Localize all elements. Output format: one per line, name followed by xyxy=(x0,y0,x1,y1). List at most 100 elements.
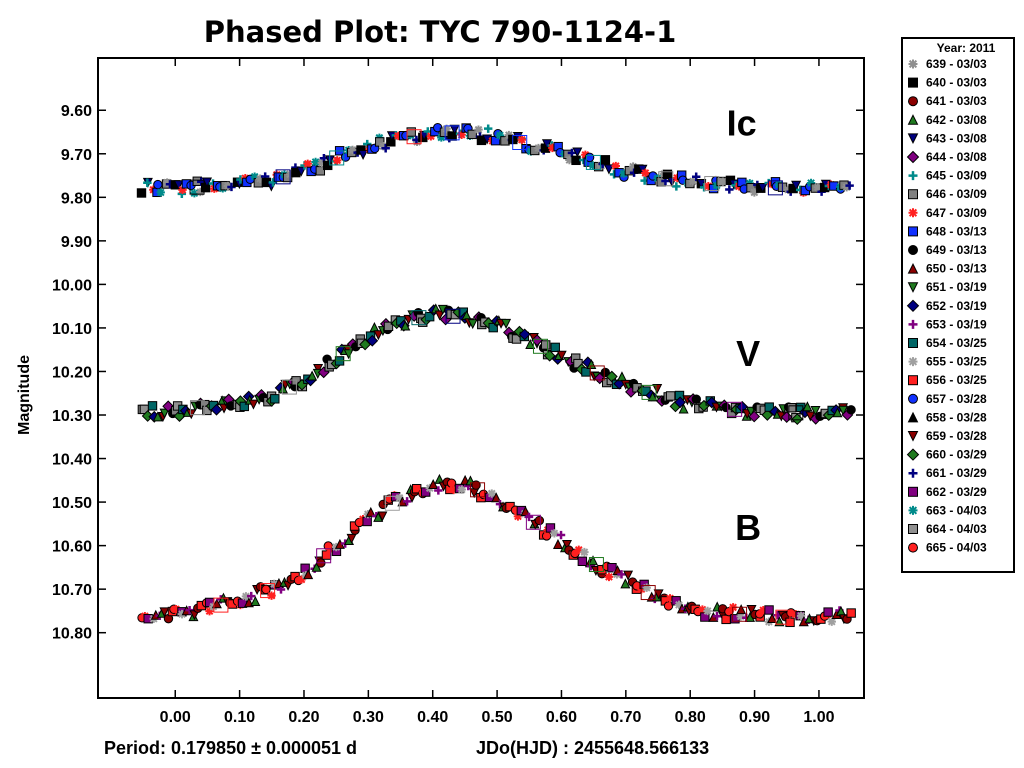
legend-marker xyxy=(908,542,918,553)
data-point xyxy=(691,172,701,181)
x-tick-label: 0.40 xyxy=(417,709,448,726)
data-point xyxy=(325,545,335,554)
legend-label: 650 - 03/13 xyxy=(926,262,987,276)
legend-label: 661 - 03/29 xyxy=(926,466,987,480)
data-point xyxy=(704,176,720,192)
legend-label: 648 - 03/13 xyxy=(926,224,987,238)
data-point xyxy=(412,483,422,494)
data-point xyxy=(449,485,458,494)
data-point xyxy=(189,400,205,416)
data-point xyxy=(186,409,197,420)
data-point xyxy=(534,143,543,153)
data-point xyxy=(600,367,611,378)
data-point xyxy=(171,605,181,614)
legend-entry: 650 - 03/13 xyxy=(907,262,987,276)
y-tick-label: 10.40 xyxy=(52,452,92,469)
data-point xyxy=(780,411,793,423)
data-point xyxy=(556,350,567,361)
data-point xyxy=(434,486,443,495)
data-point xyxy=(761,409,774,421)
axes: 9.60 9.70 9.80 9.90 10.00 10.10 10.20 10.30 10.4… xyxy=(52,58,864,726)
data-point xyxy=(444,125,460,141)
data-point xyxy=(642,583,651,592)
data-point xyxy=(604,572,614,582)
legend-label: 652 - 03/19 xyxy=(926,299,987,313)
data-point xyxy=(250,172,259,181)
data-point xyxy=(365,506,376,517)
legend-entry: 639 - 03/03 xyxy=(908,57,987,71)
legend-entry: 642 - 03/08 xyxy=(907,113,987,127)
band-label-ic: Ic xyxy=(727,102,757,143)
band-label-b: B xyxy=(735,507,761,548)
data-point xyxy=(343,349,354,360)
data-point xyxy=(672,182,681,191)
data-point xyxy=(366,334,379,347)
y-tick-label: 10.20 xyxy=(52,364,92,381)
data-point xyxy=(501,318,512,329)
data-point xyxy=(703,606,712,616)
legend-entry: 653 - 03/19 xyxy=(908,317,987,331)
data-point xyxy=(802,401,813,412)
data-point xyxy=(827,617,836,626)
data-point xyxy=(210,403,223,416)
data-point xyxy=(248,399,259,410)
data-point xyxy=(550,342,560,353)
data-point xyxy=(662,169,673,180)
markers-layer xyxy=(136,122,856,628)
data-point xyxy=(201,177,213,188)
data-point xyxy=(832,407,843,418)
data-point xyxy=(736,604,747,615)
data-point xyxy=(541,340,551,350)
data-point xyxy=(307,370,318,381)
legend-entry: 651 - 03/19 xyxy=(907,280,987,294)
data-point xyxy=(611,161,620,171)
legend-marker xyxy=(906,448,920,461)
data-point xyxy=(205,606,214,616)
data-point xyxy=(313,364,324,375)
legend-entry: 657 - 03/28 xyxy=(908,392,987,406)
data-point xyxy=(750,188,759,197)
data-point xyxy=(525,338,536,349)
data-point xyxy=(552,538,564,549)
data-point xyxy=(517,135,527,144)
legend-label: 665 - 04/03 xyxy=(926,541,987,555)
legend: Year: 2011 639 - 03/03 640 - 03/03 641 - 0… xyxy=(901,37,1015,573)
legend-entry: 664 - 04/03 xyxy=(908,522,987,536)
data-point xyxy=(196,187,205,197)
data-point xyxy=(775,609,791,625)
data-point xyxy=(442,124,451,134)
legend-marker xyxy=(908,77,918,88)
data-point xyxy=(445,308,461,324)
data-point xyxy=(788,405,804,421)
legend-label: 646 - 03/09 xyxy=(926,187,987,201)
data-point xyxy=(652,384,663,395)
legend-label: 653 - 03/19 xyxy=(926,317,987,331)
data-point xyxy=(791,180,802,191)
legend-marker xyxy=(907,114,919,125)
data-point xyxy=(482,134,493,145)
x-tick-label: 0.00 xyxy=(160,709,191,726)
data-point xyxy=(571,155,581,166)
x-tick-label: 0.60 xyxy=(546,709,577,726)
data-point xyxy=(712,611,722,621)
data-point xyxy=(335,346,351,362)
legend-label: 659 - 03/28 xyxy=(926,429,987,443)
legend-label: 660 - 03/29 xyxy=(926,448,987,462)
data-point xyxy=(647,391,658,402)
legend-entry: 640 - 03/03 xyxy=(908,76,987,90)
legend-entry: 658 - 03/28 xyxy=(907,410,987,424)
data-point xyxy=(574,545,583,555)
data-point xyxy=(373,330,384,341)
data-point xyxy=(674,600,684,610)
legend-entry: 659 - 03/28 xyxy=(907,429,987,443)
legend-marker xyxy=(908,245,918,255)
data-point xyxy=(162,178,172,187)
data-point xyxy=(303,569,314,580)
data-point xyxy=(211,598,222,609)
y-tick-label: 10.10 xyxy=(52,321,92,338)
y-axis-label: Magnitude xyxy=(16,355,33,435)
data-point xyxy=(152,411,163,422)
data-point xyxy=(428,478,439,489)
y-tick-label: 9.70 xyxy=(61,147,92,164)
